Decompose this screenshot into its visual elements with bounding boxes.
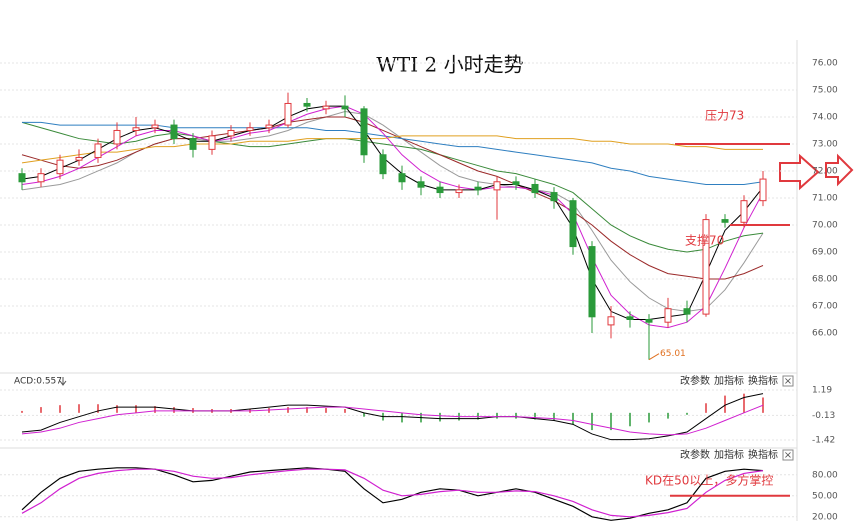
candle-body xyxy=(303,102,311,107)
candle-body xyxy=(246,127,254,131)
candle-body xyxy=(569,200,577,248)
candle-body xyxy=(398,173,406,183)
panel-label: ACD:0.557 xyxy=(14,377,62,387)
y-tick-label: 71.00 xyxy=(812,193,838,203)
candle-body xyxy=(341,105,349,110)
candle-body xyxy=(455,189,463,194)
button[interactable]: 改参数 xyxy=(680,374,710,387)
y-tick-label: 73.00 xyxy=(812,139,838,149)
y-tick-label: 75.00 xyxy=(812,85,838,95)
button[interactable]: 换指标 xyxy=(748,374,778,387)
candle-body xyxy=(607,316,615,326)
candle-body xyxy=(56,159,64,175)
y-tick-label: 20.00 xyxy=(812,512,838,521)
line xyxy=(21,393,764,441)
candle-body xyxy=(645,319,653,323)
line xyxy=(21,404,764,436)
candle-body xyxy=(721,219,729,223)
candle-body xyxy=(208,135,216,150)
low-label: 65.01 xyxy=(660,349,686,359)
y-tick-label: -0.13 xyxy=(812,411,835,421)
candle-body xyxy=(626,316,634,321)
arrow-icon xyxy=(59,377,67,386)
annotation: KD在50以上，多方掌控 xyxy=(645,473,773,488)
candle-body xyxy=(759,178,767,202)
line xyxy=(21,105,764,321)
candle-body xyxy=(531,183,539,194)
candle-body xyxy=(37,173,45,183)
candle-body xyxy=(189,138,197,150)
chart-title: WTI 2 小时走势 xyxy=(376,53,523,77)
close-button[interactable] xyxy=(782,375,794,387)
candle-body xyxy=(379,154,387,175)
y-tick-label: 66.00 xyxy=(812,329,838,339)
y-tick-label: 70.00 xyxy=(812,220,838,230)
candle-body xyxy=(740,200,748,223)
candle-body xyxy=(417,181,425,188)
annotation: 支撑70 xyxy=(685,233,724,248)
candle-body xyxy=(75,156,83,161)
y-tick-label: -1.42 xyxy=(812,436,835,446)
button[interactable]: 加指标 xyxy=(714,374,744,387)
candle-body xyxy=(227,129,235,137)
candle-body xyxy=(588,246,596,318)
candle-body xyxy=(493,181,501,191)
close-button[interactable]: × xyxy=(784,376,792,387)
button[interactable]: 改参数 xyxy=(680,448,710,461)
candle-body xyxy=(702,219,710,315)
low-marker xyxy=(648,353,660,361)
close-button[interactable]: × xyxy=(784,450,792,461)
line xyxy=(21,468,764,518)
candle-body xyxy=(170,124,178,140)
candle-body xyxy=(550,192,558,202)
y-tick-label: 1.19 xyxy=(812,386,832,396)
y-tick-label: 68.00 xyxy=(812,274,838,284)
y-tick-label: 72.00 xyxy=(812,166,838,176)
arrow-icon xyxy=(779,153,820,191)
y-tick-label: 69.00 xyxy=(812,247,838,257)
button[interactable]: 换指标 xyxy=(748,448,778,461)
candle-body xyxy=(284,102,292,126)
line xyxy=(21,121,764,253)
arrow-icon xyxy=(825,153,854,187)
candle-body xyxy=(683,308,691,315)
y-tick-label: 67.00 xyxy=(812,301,838,311)
candle-body xyxy=(322,105,330,110)
candle-body xyxy=(151,124,159,129)
candle-body xyxy=(18,173,26,183)
candle-body xyxy=(94,143,102,158)
line xyxy=(21,135,763,164)
candle-body xyxy=(113,129,121,145)
button[interactable]: 加指标 xyxy=(714,448,744,461)
y-tick-label: 80.00 xyxy=(812,470,838,480)
candle-body xyxy=(360,108,368,156)
candle-body xyxy=(436,186,444,194)
y-tick-label: 74.00 xyxy=(812,112,838,122)
close-button[interactable] xyxy=(782,449,794,461)
annotation: 压力73 xyxy=(705,109,744,123)
candle-body xyxy=(265,124,273,129)
candle-body xyxy=(664,308,672,323)
candle-body xyxy=(474,186,482,191)
y-tick-label: 76.00 xyxy=(812,58,838,68)
y-tick-label: 50.00 xyxy=(812,491,838,501)
candle-body xyxy=(512,181,520,185)
candle-body xyxy=(132,127,140,131)
